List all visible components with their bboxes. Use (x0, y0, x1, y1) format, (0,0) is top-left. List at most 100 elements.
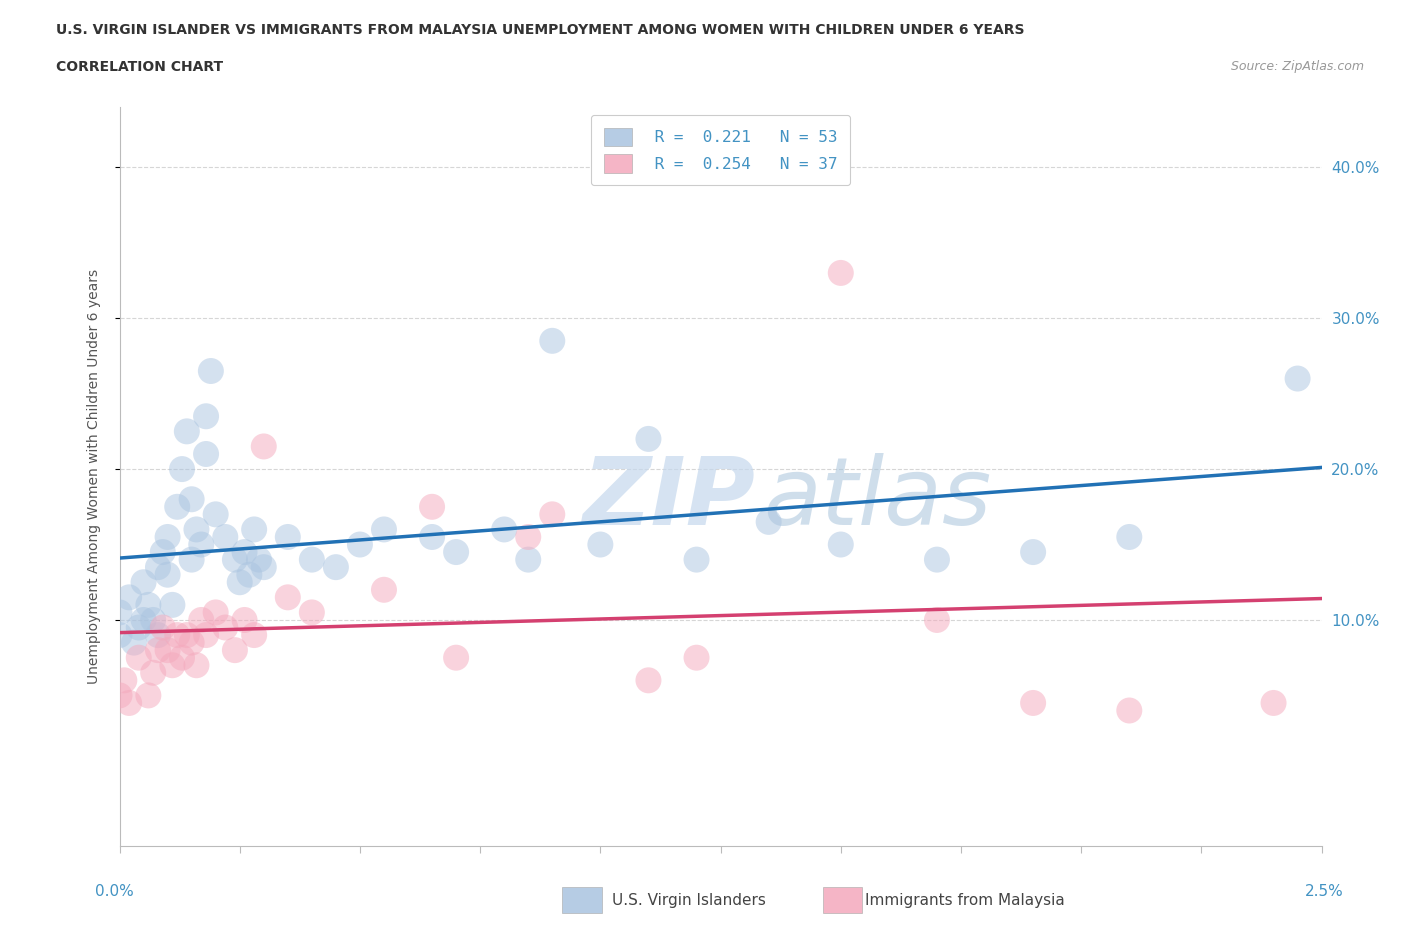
Point (247, 552, 270, 567)
Point (420, 499, 443, 514)
Point (1263, 696, 1285, 711)
Point (541, 507, 564, 522)
Point (176, 628, 198, 643)
Point (444, 545, 467, 560)
Point (142, 665, 165, 680)
Point (214, 529, 236, 544)
Point (349, 538, 371, 552)
Point (108, 628, 131, 643)
Point (132, 575, 155, 590)
Point (186, 522, 208, 537)
Point (541, 333, 564, 348)
Point (170, 461, 193, 476)
Point (420, 529, 443, 544)
Point (176, 424, 198, 439)
Point (233, 613, 256, 628)
Point (444, 650, 467, 665)
Point (1022, 545, 1045, 560)
Point (112, 673, 135, 688)
Text: ZIP: ZIP (582, 453, 755, 545)
Point (1118, 529, 1140, 544)
Point (373, 582, 395, 597)
Point (214, 620, 236, 635)
Text: CORRELATION CHART: CORRELATION CHART (56, 60, 224, 74)
Point (180, 492, 202, 507)
Text: U.S. VIRGIN ISLANDER VS IMMIGRANTS FROM MALAYSIA UNEMPLOYMENT AMONG WOMEN WITH C: U.S. VIRGIN ISLANDER VS IMMIGRANTS FROM … (56, 23, 1025, 37)
Point (830, 265, 852, 280)
Point (685, 650, 707, 665)
Text: U.S. Virgin Islanders: U.S. Virgin Islanders (612, 893, 765, 908)
Point (243, 628, 266, 643)
Point (156, 529, 179, 544)
Point (190, 613, 212, 628)
Point (517, 552, 540, 567)
Text: Source: ZipAtlas.com: Source: ZipAtlas.com (1230, 60, 1364, 73)
Point (637, 432, 659, 446)
Point (146, 628, 169, 643)
Point (204, 605, 226, 620)
Point (589, 538, 612, 552)
Point (637, 673, 659, 688)
Point (166, 628, 188, 643)
Point (200, 364, 222, 379)
Point (118, 696, 141, 711)
Point (277, 529, 299, 544)
Point (170, 650, 193, 665)
Point (224, 552, 246, 567)
Point (152, 545, 174, 560)
Point (132, 613, 155, 628)
Point (1118, 703, 1140, 718)
Point (146, 560, 169, 575)
Point (128, 650, 150, 665)
Point (243, 522, 266, 537)
Point (301, 605, 323, 620)
Point (925, 552, 948, 567)
Point (373, 522, 395, 537)
Text: 0.0%: 0.0% (96, 884, 134, 899)
Point (228, 575, 252, 590)
Point (180, 552, 202, 567)
Point (142, 613, 165, 628)
Point (253, 439, 276, 454)
Text: atlas: atlas (762, 453, 991, 544)
Point (238, 567, 260, 582)
Point (162, 658, 184, 672)
Point (146, 643, 169, 658)
Point (685, 552, 707, 567)
Point (108, 605, 131, 620)
Point (190, 538, 212, 552)
Point (122, 635, 145, 650)
Point (517, 529, 540, 544)
Point (162, 597, 184, 612)
Point (128, 620, 150, 635)
Point (1022, 696, 1045, 711)
Text: Immigrants from Malaysia: Immigrants from Malaysia (865, 893, 1064, 908)
Point (233, 545, 256, 560)
Point (186, 658, 208, 672)
Point (494, 522, 516, 537)
Point (118, 590, 141, 604)
Point (195, 628, 218, 643)
Legend:  R =  0.221   N = 53,  R =  0.254   N = 37: R = 0.221 N = 53, R = 0.254 N = 37 (591, 115, 851, 185)
Point (195, 409, 218, 424)
Point (325, 560, 347, 575)
Point (301, 552, 323, 567)
Point (166, 499, 188, 514)
Point (180, 635, 202, 650)
Point (830, 538, 852, 552)
Point (138, 597, 160, 612)
Point (224, 643, 246, 658)
Point (195, 446, 218, 461)
Point (925, 613, 948, 628)
Point (138, 688, 160, 703)
Point (277, 590, 299, 604)
Point (156, 643, 179, 658)
Point (253, 560, 276, 575)
Point (204, 507, 226, 522)
Text: 2.5%: 2.5% (1305, 884, 1343, 899)
Point (156, 567, 179, 582)
Point (152, 620, 174, 635)
Point (758, 514, 780, 529)
Y-axis label: Unemployment Among Women with Children Under 6 years: Unemployment Among Women with Children U… (87, 269, 101, 684)
Point (1286, 371, 1309, 386)
